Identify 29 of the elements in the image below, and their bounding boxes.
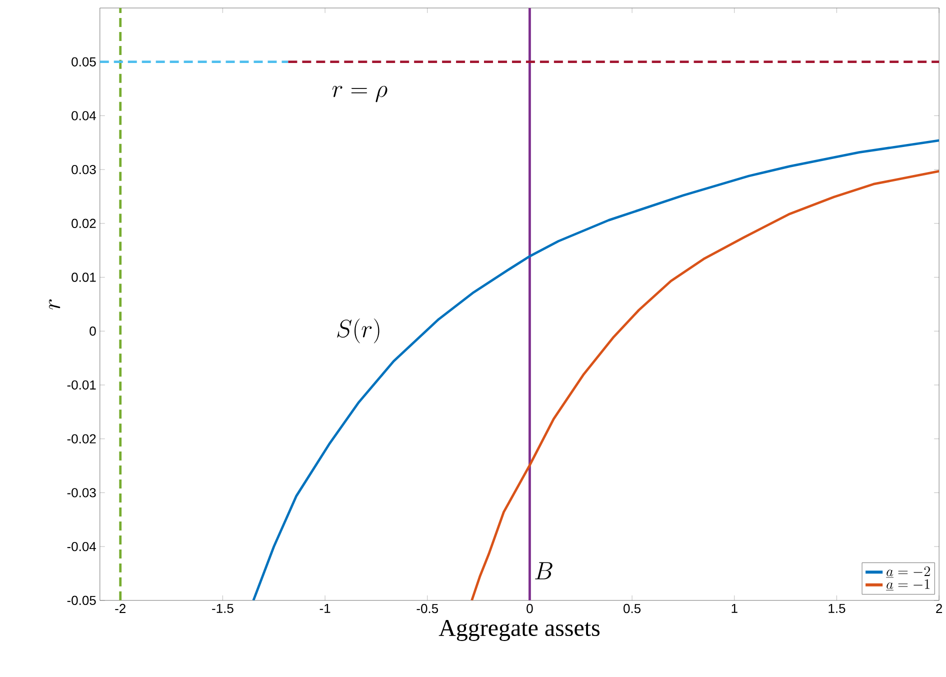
annotation: $S(r)$ — [337, 318, 380, 344]
y-tick-label: -0.03 — [67, 488, 96, 498]
y-tick-label: -0.02 — [67, 434, 96, 444]
y-tick-label: 0.04 — [72, 110, 96, 120]
annotation: $r = \rho$ — [332, 86, 388, 102]
y-tick-label: 0.02 — [72, 218, 96, 228]
line-series — [470, 170, 940, 600]
x-tick-label: -2 — [115, 604, 126, 613]
y-tick-label: -0.05 — [67, 596, 96, 605]
annotation: $B$ — [535, 562, 552, 580]
x-tick-label: 0 — [526, 604, 533, 613]
y-tick-label: 0.05 — [72, 57, 96, 66]
x-tick-label: -1 — [320, 604, 330, 613]
x-tick-label: 0.5 — [624, 604, 641, 613]
y-tick-label: 0.01 — [72, 272, 96, 282]
y-tick-label: -0.01 — [67, 380, 96, 390]
x-tick-label: 2 — [936, 604, 942, 613]
x-tick-label: 1 — [732, 604, 738, 613]
y-tick-label: 0 — [90, 326, 96, 336]
y-axis-title: $r$ — [48, 299, 60, 310]
x-tick-label: -1.5 — [212, 604, 234, 613]
x-tick-label: 1.5 — [828, 604, 846, 613]
legend-label: $\underline{a} = -1$ — [886, 579, 930, 590]
x-axis-title: Aggregate assets — [438, 620, 600, 641]
y-tick-label: -0.04 — [67, 542, 96, 551]
legend-label: $\underline{a} = -2$ — [886, 566, 930, 578]
line-series — [252, 139, 940, 600]
x-tick-label: -0.5 — [416, 604, 438, 613]
y-tick-label: 0.03 — [72, 164, 96, 174]
